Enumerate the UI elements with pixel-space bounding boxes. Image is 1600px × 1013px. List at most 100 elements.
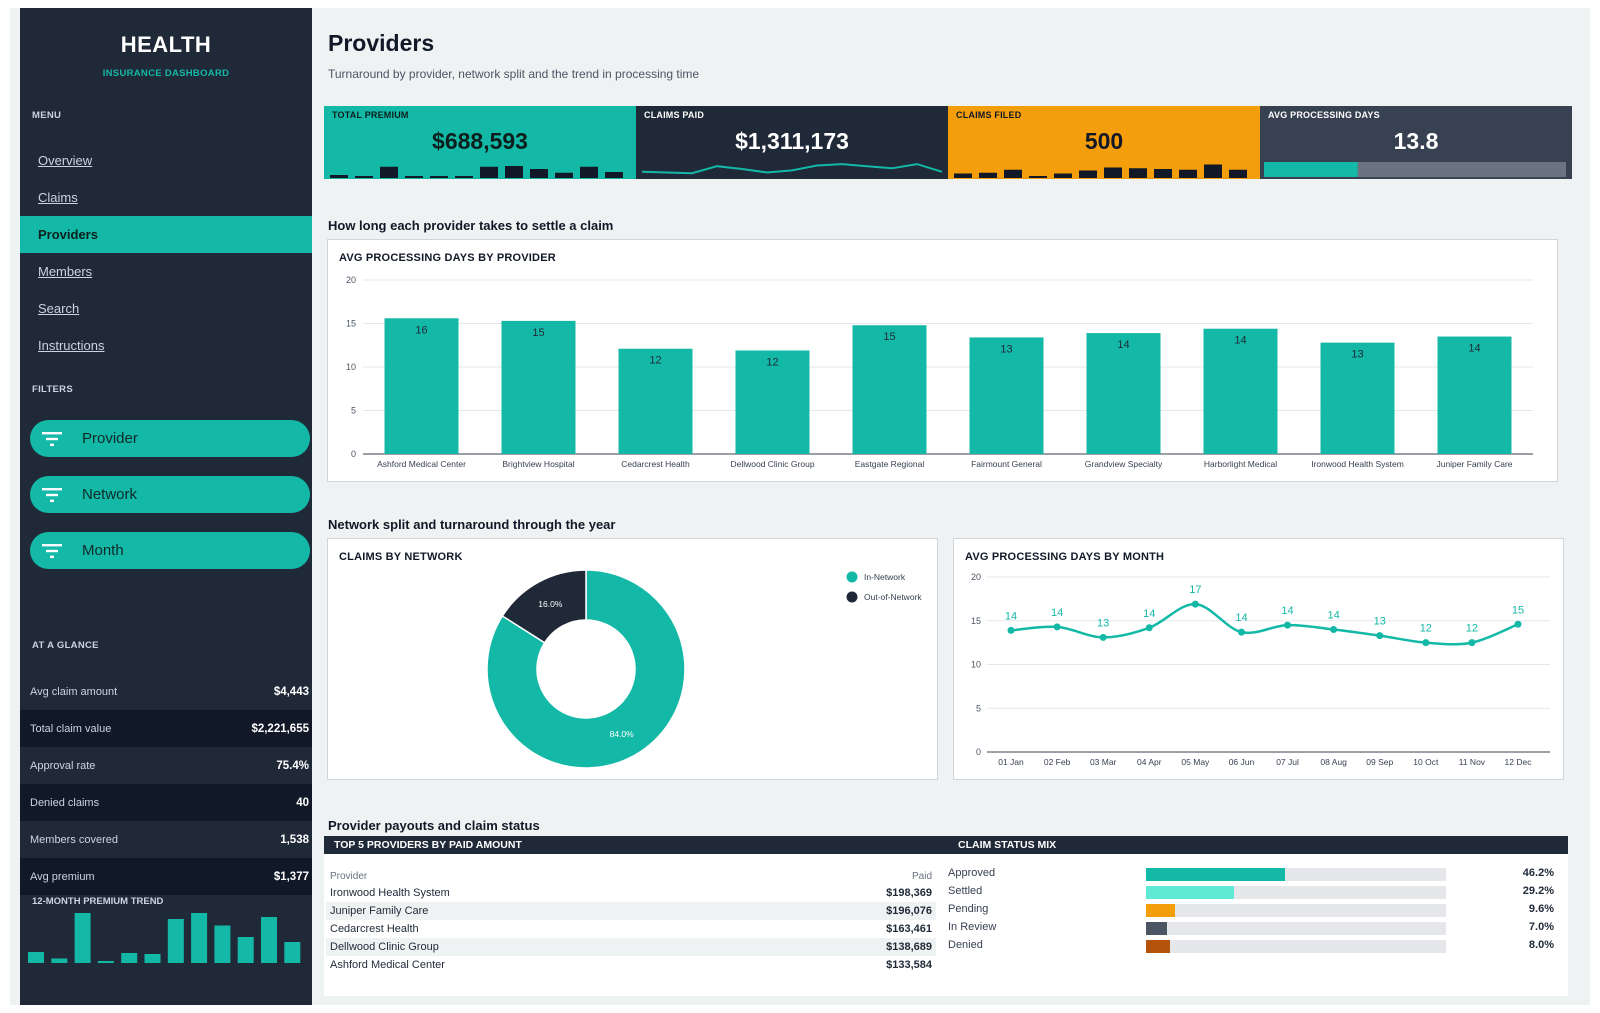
- status-row-approved: Approved 46.2%: [948, 865, 1554, 883]
- chart-title: CLAIMS BY NETWORK: [339, 551, 463, 563]
- trend-bar: [261, 917, 277, 963]
- kpi-spark-bar: [979, 172, 997, 178]
- sidebar: HEALTH INSURANCE DASHBOARD MENU Overview…: [20, 8, 312, 1005]
- kpi-spark-line: [641, 163, 943, 175]
- table-row: Ironwood Health System $198,369: [326, 884, 936, 902]
- trend-bar: [191, 913, 208, 963]
- glance-label: Avg premium: [30, 870, 95, 883]
- provider-name: Ashford Medical Center: [330, 959, 445, 971]
- status-row-denied: Denied 8.0%: [948, 937, 1554, 955]
- status-label: Pending: [948, 903, 989, 915]
- status-bar-fill: [1146, 922, 1167, 935]
- kpi-claims-filed: CLAIMS FILED 500: [948, 106, 1260, 179]
- menu-item-search[interactable]: Search: [38, 301, 80, 316]
- status-bar-track: [1146, 886, 1446, 899]
- provider-name: Juniper Family Care: [330, 905, 429, 917]
- menu-item-instructions[interactable]: Instructions: [38, 338, 105, 353]
- y-tick-label: 10: [346, 362, 356, 372]
- glance-value: $1,377: [273, 870, 309, 883]
- y-tick-label: 15: [971, 616, 981, 626]
- status-percent: 7.0%: [1528, 921, 1554, 933]
- filters-heading: FILTERS: [32, 384, 73, 395]
- point-value-label: 14: [1005, 610, 1017, 622]
- donut-slice: [486, 569, 686, 769]
- line-point: [1330, 626, 1338, 633]
- chart-title: AVG PROCESSING DAYS BY PROVIDER: [339, 252, 556, 264]
- x-tick-label: Juniper Family Care: [1436, 459, 1512, 469]
- kpi-spark-bar: [455, 176, 473, 178]
- filter-network-button[interactable]: Network: [30, 476, 310, 513]
- menu-heading: MENU: [32, 110, 62, 121]
- section-title-providers: How long each provider takes to settle a…: [328, 218, 614, 233]
- menu-item-claims[interactable]: Claims: [38, 190, 78, 205]
- glance-value: 1,538: [280, 833, 309, 846]
- y-tick-label: 20: [346, 275, 356, 285]
- monthly-line-card: 0 5 10 15 20 14 01 Jan 14 02 Feb 13 03 Mar 14 04 Apr…: [953, 538, 1564, 780]
- status-percent: 9.6%: [1528, 903, 1554, 915]
- y-tick-label: 0: [976, 747, 981, 757]
- status-row-in-review: In Review 7.0%: [948, 919, 1554, 937]
- kpi-label: TOTAL PREMIUM: [332, 110, 409, 120]
- point-value-label: 14: [1143, 608, 1155, 620]
- x-tick-label: Ashford Medical Center: [377, 459, 466, 469]
- status-mix-header: CLAIM STATUS MIX: [948, 836, 1568, 854]
- status-percent: 46.2%: [1522, 867, 1554, 879]
- kpi-spark-bar: [1204, 164, 1222, 178]
- kpi-spark-bar: [330, 175, 348, 178]
- status-bar-fill: [1146, 886, 1234, 899]
- legend-swatch: [846, 591, 858, 603]
- bar-value-label: 14: [1234, 335, 1246, 347]
- line-point: [1007, 626, 1015, 634]
- x-tick-label: 05 May: [1181, 757, 1210, 767]
- glance-value: 75.4%: [276, 759, 309, 772]
- bar-value-label: 13: [1000, 343, 1012, 355]
- column-header-provider: Provider: [330, 870, 368, 882]
- series-line: [1010, 602, 1519, 646]
- x-tick-label: Fairmount General: [971, 459, 1042, 469]
- trend-bar: [97, 961, 114, 963]
- kpi-value: $688,593: [432, 128, 528, 154]
- y-tick-label: 15: [346, 319, 356, 329]
- bar-value-label: 14: [1117, 339, 1129, 351]
- glance-row: Denied claims 40: [20, 784, 312, 821]
- menu-item-providers[interactable]: Providers: [20, 216, 312, 253]
- filter-month-button[interactable]: Month: [30, 532, 310, 569]
- status-bar-track: [1146, 904, 1446, 917]
- glance-value: $4,443: [273, 685, 309, 698]
- glance-row: Total claim value $2,221,655: [20, 710, 312, 747]
- provider-paid: $163,461: [886, 923, 932, 935]
- point-value-label: 13: [1097, 617, 1109, 629]
- y-tick-label: 10: [971, 660, 981, 670]
- filter-provider-button[interactable]: Provider: [30, 420, 310, 457]
- brand-title: HEALTH: [120, 32, 212, 57]
- y-tick-label: 5: [351, 406, 356, 416]
- kpi-spark-bar: [1154, 169, 1172, 178]
- point-value-label: 13: [1374, 616, 1386, 628]
- section-title-payouts: Provider payouts and claim status: [328, 818, 540, 833]
- filter-icon: [42, 487, 62, 502]
- bar: [384, 318, 459, 454]
- x-tick-label: 06 Jun: [1229, 757, 1255, 767]
- status-row-settled: Settled 29.2%: [948, 883, 1554, 901]
- bar: [618, 348, 693, 454]
- kpi-spark-bar: [555, 172, 573, 178]
- kpi-spark-bar: [1004, 169, 1022, 178]
- kpi-spark-bar: [1129, 168, 1147, 178]
- x-tick-label: Cedarcrest Health: [621, 459, 690, 469]
- kpi-label: CLAIMS FILED: [956, 110, 1022, 120]
- x-tick-label: Eastgate Regional: [855, 459, 925, 469]
- kpi-spark-bar: [605, 172, 623, 178]
- menu-item-overview[interactable]: Overview: [38, 153, 93, 168]
- premium-trend-chart: [28, 913, 301, 963]
- page-subtitle: Turnaround by provider, network split an…: [328, 67, 700, 81]
- kpi-spark-bar: [1029, 176, 1047, 178]
- bar: [1437, 336, 1512, 454]
- bar: [1320, 342, 1395, 454]
- trend-bar: [121, 953, 138, 963]
- menu-item-members[interactable]: Members: [38, 264, 93, 279]
- provider-name: Ironwood Health System: [330, 887, 450, 899]
- trend-bar: [167, 919, 184, 963]
- line-point: [1237, 628, 1245, 636]
- status-label: Denied: [948, 939, 983, 951]
- line-point: [1053, 623, 1061, 631]
